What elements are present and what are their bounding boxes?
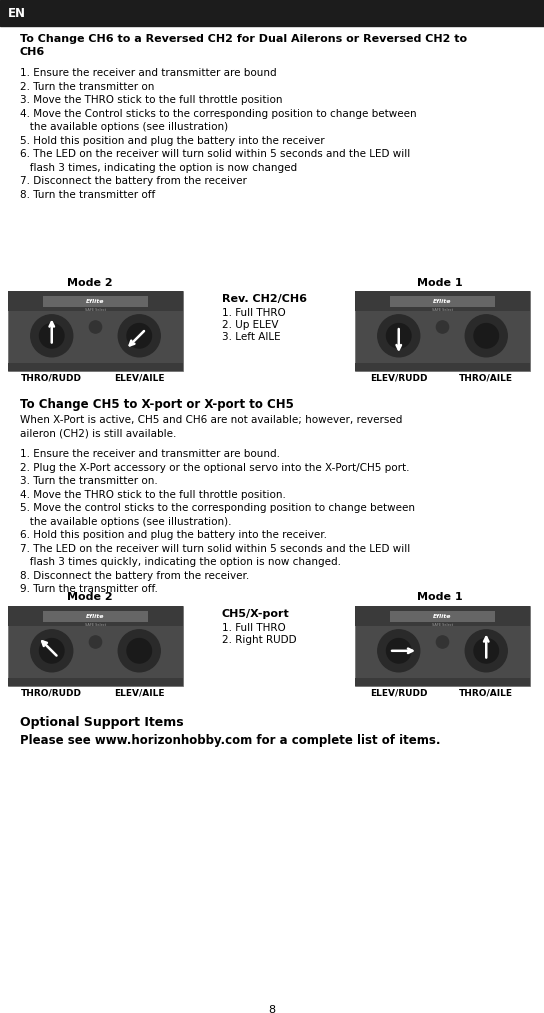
Text: 1. Full THRO: 1. Full THRO — [222, 623, 286, 633]
Bar — [8, 606, 183, 686]
Bar — [390, 611, 495, 622]
Circle shape — [378, 630, 420, 672]
Text: Mode 1: Mode 1 — [417, 278, 463, 288]
Text: Optional Support Items: Optional Support Items — [20, 716, 184, 729]
Text: To Change CH5 to X-port or X-port to CH5: To Change CH5 to X-port or X-port to CH5 — [20, 398, 294, 411]
Text: ELEV/RUDD: ELEV/RUDD — [370, 688, 428, 697]
Text: THRO/RUDD: THRO/RUDD — [21, 688, 82, 697]
Text: 3. Turn the transmitter on.: 3. Turn the transmitter on. — [20, 476, 158, 486]
Text: 5. Move the control sticks to the corresponding position to change between: 5. Move the control sticks to the corres… — [20, 503, 415, 513]
Bar — [8, 291, 183, 311]
Text: ELEV/AILE: ELEV/AILE — [114, 688, 164, 697]
Circle shape — [465, 630, 507, 672]
Text: flash 3 times quickly, indicating the option is now changed.: flash 3 times quickly, indicating the op… — [20, 557, 341, 567]
Bar — [355, 363, 530, 371]
Circle shape — [474, 323, 498, 348]
Text: 4. Move the Control sticks to the corresponding position to change between: 4. Move the Control sticks to the corres… — [20, 108, 417, 119]
Text: ELEV/RUDD: ELEV/RUDD — [370, 373, 428, 382]
Circle shape — [40, 638, 64, 664]
Circle shape — [89, 321, 102, 333]
Text: 2. Right RUDD: 2. Right RUDD — [222, 635, 296, 645]
Circle shape — [474, 638, 498, 664]
Text: When X-Port is active, CH5 and CH6 are not available; however, reversed: When X-Port is active, CH5 and CH6 are n… — [20, 415, 403, 425]
Text: 8. Disconnect the battery from the receiver.: 8. Disconnect the battery from the recei… — [20, 570, 249, 580]
Text: CH5/X-port: CH5/X-port — [222, 609, 290, 619]
Text: 4. Move the THRO stick to the full throttle position.: 4. Move the THRO stick to the full throt… — [20, 489, 286, 499]
Circle shape — [436, 321, 449, 333]
Text: THRO/AILE: THRO/AILE — [459, 373, 513, 382]
Text: 8: 8 — [268, 1005, 276, 1013]
Text: 6. Hold this position and plug the battery into the receiver.: 6. Hold this position and plug the batte… — [20, 530, 327, 540]
Text: Eflite: Eflite — [433, 614, 452, 619]
Bar — [355, 606, 530, 686]
Text: To Change CH6 to a Reversed CH2 for Dual Ailerons or Reversed CH2 to
CH6: To Change CH6 to a Reversed CH2 for Dual… — [20, 34, 467, 57]
Text: 2. Turn the transmitter on: 2. Turn the transmitter on — [20, 81, 154, 91]
Bar — [355, 291, 530, 371]
Text: SAFE Select: SAFE Select — [85, 308, 106, 312]
Bar — [43, 611, 148, 622]
Circle shape — [386, 638, 411, 664]
Text: 7. The LED on the receiver will turn solid within 5 seconds and the LED will: 7. The LED on the receiver will turn sol… — [20, 544, 410, 553]
Text: THRO/AILE: THRO/AILE — [459, 688, 513, 697]
Bar — [8, 606, 183, 626]
Circle shape — [40, 323, 64, 348]
Text: Mode 2: Mode 2 — [67, 278, 113, 288]
Text: 1. Ensure the receiver and transmitter are bound: 1. Ensure the receiver and transmitter a… — [20, 68, 277, 78]
Text: ELEV/AILE: ELEV/AILE — [114, 373, 164, 382]
Text: 2. Up ELEV: 2. Up ELEV — [222, 320, 279, 330]
Text: 2. Plug the X-Port accessory or the optional servo into the X-Port/CH5 port.: 2. Plug the X-Port accessory or the opti… — [20, 463, 410, 472]
Bar — [8, 678, 183, 686]
Circle shape — [465, 315, 507, 357]
Text: Eflite: Eflite — [86, 299, 105, 304]
Bar — [355, 678, 530, 686]
Text: EN: EN — [8, 6, 26, 19]
Circle shape — [118, 315, 160, 357]
Bar — [355, 606, 530, 626]
Bar — [390, 296, 495, 307]
Text: 3. Left AILE: 3. Left AILE — [222, 332, 281, 342]
Circle shape — [386, 323, 411, 348]
Bar — [8, 291, 183, 371]
Circle shape — [31, 630, 73, 672]
Text: 6. The LED on the receiver will turn solid within 5 seconds and the LED will: 6. The LED on the receiver will turn sol… — [20, 149, 410, 159]
Bar — [8, 363, 183, 371]
Text: SAFE Select: SAFE Select — [85, 623, 106, 627]
Circle shape — [436, 636, 449, 648]
Bar — [355, 291, 530, 311]
Text: aileron (CH2) is still available.: aileron (CH2) is still available. — [20, 428, 176, 438]
Text: 7. Disconnect the battery from the receiver: 7. Disconnect the battery from the recei… — [20, 176, 247, 186]
Text: 1. Ensure the receiver and transmitter are bound.: 1. Ensure the receiver and transmitter a… — [20, 449, 280, 459]
Text: 9. Turn the transmitter off.: 9. Turn the transmitter off. — [20, 585, 158, 594]
Text: Eflite: Eflite — [433, 299, 452, 304]
Text: 5. Hold this position and plug the battery into the receiver: 5. Hold this position and plug the batte… — [20, 136, 325, 146]
Text: 8. Turn the transmitter off: 8. Turn the transmitter off — [20, 189, 155, 200]
Text: Rev. CH2/CH6: Rev. CH2/CH6 — [222, 294, 307, 304]
Bar — [0, 0, 544, 26]
Text: SAFE Select: SAFE Select — [432, 623, 453, 627]
Text: the available options (see illustration): the available options (see illustration) — [20, 122, 228, 132]
Text: SAFE Select: SAFE Select — [432, 308, 453, 312]
Text: the available options (see illustration).: the available options (see illustration)… — [20, 517, 232, 527]
Circle shape — [89, 636, 102, 648]
Text: Mode 2: Mode 2 — [67, 592, 113, 602]
Circle shape — [127, 638, 151, 664]
Text: Mode 1: Mode 1 — [417, 592, 463, 602]
Text: flash 3 times, indicating the option is now changed: flash 3 times, indicating the option is … — [20, 162, 297, 172]
Text: Please see www.horizonhobby.com for a complete list of items.: Please see www.horizonhobby.com for a co… — [20, 734, 441, 747]
Circle shape — [127, 323, 151, 348]
Circle shape — [378, 315, 420, 357]
Text: Eflite: Eflite — [86, 614, 105, 619]
Bar — [43, 296, 148, 307]
Circle shape — [31, 315, 73, 357]
Text: 1. Full THRO: 1. Full THRO — [222, 308, 286, 318]
Text: THRO/RUDD: THRO/RUDD — [21, 373, 82, 382]
Circle shape — [118, 630, 160, 672]
Text: 3. Move the THRO stick to the full throttle position: 3. Move the THRO stick to the full throt… — [20, 95, 282, 105]
